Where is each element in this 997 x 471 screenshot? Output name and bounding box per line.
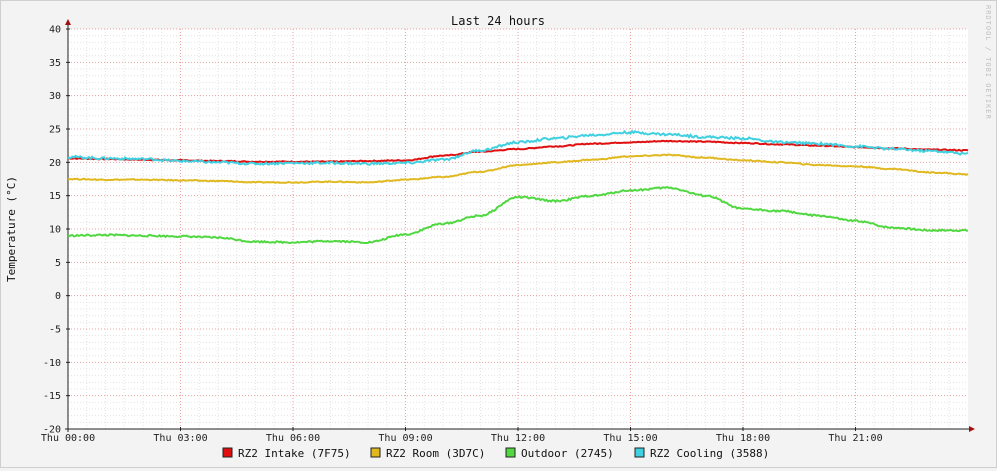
x-tick-label: Thu 09:00	[378, 433, 432, 444]
series-line-4	[67, 129, 969, 166]
y-tick-label: 40	[49, 25, 61, 36]
y-tick-label: 15	[49, 191, 61, 202]
x-tick-label: Thu 03:00	[153, 433, 207, 444]
legend-label-1: RZ2 Intake (7F75)	[238, 447, 351, 460]
y-tick-label: 25	[49, 125, 61, 136]
series-lines	[67, 129, 969, 245]
x-tick-labels: Thu 00:00 Thu 03:00 Thu 06:00 Thu 09:00 Thu …	[41, 427, 883, 444]
legend-swatch-1	[222, 447, 233, 458]
y-axis-label: Temperature (°C)	[5, 176, 18, 282]
y-tick-label: 35	[49, 58, 61, 69]
y-tick-label: 10	[49, 225, 61, 236]
y-tick-label: 20	[49, 158, 61, 169]
x-tick-label: Thu 12:00	[491, 433, 545, 444]
legend-swatch-3	[505, 447, 516, 458]
y-tick-label: -10	[43, 358, 61, 369]
chart-title: Last 24 hours	[451, 14, 545, 28]
legend: RZ2 Intake (7F75) RZ2 Room (3D7C) Outdoor …	[222, 447, 769, 460]
x-tick-label: Thu 00:00	[41, 433, 95, 444]
y-tick-label: -20	[43, 425, 61, 436]
legend-label-2: RZ2 Room (3D7C)	[386, 447, 485, 460]
y-tick-label: -5	[49, 325, 61, 336]
x-tick-label: Thu 18:00	[716, 433, 770, 444]
legend-label-3: Outdoor (2745)	[521, 447, 614, 460]
x-tick-label: Thu 06:00	[266, 433, 320, 444]
x-tick-label: Thu 15:00	[603, 433, 657, 444]
grid	[67, 28, 968, 430]
series-line-2	[67, 153, 969, 184]
x-axis-arrow	[969, 426, 975, 432]
y-tick-label: 5	[55, 258, 61, 269]
legend-swatch-2	[370, 447, 381, 458]
y-tick-labels: -20 -15 -10 -5 0 5 10 15 20 25 30 35 40	[43, 25, 70, 436]
y-tick-label: 0	[55, 291, 61, 302]
watermark: RRDTOOL / TOBI OETIKER	[984, 5, 992, 120]
y-axis-arrow	[65, 19, 71, 25]
legend-label-4: RZ2 Cooling (3588)	[650, 447, 769, 460]
y-tick-label: -15	[43, 391, 61, 402]
legend-swatch-4	[634, 447, 645, 458]
series-line-3	[67, 186, 969, 245]
x-tick-label: Thu 21:00	[828, 433, 882, 444]
y-tick-label: 30	[49, 91, 61, 102]
